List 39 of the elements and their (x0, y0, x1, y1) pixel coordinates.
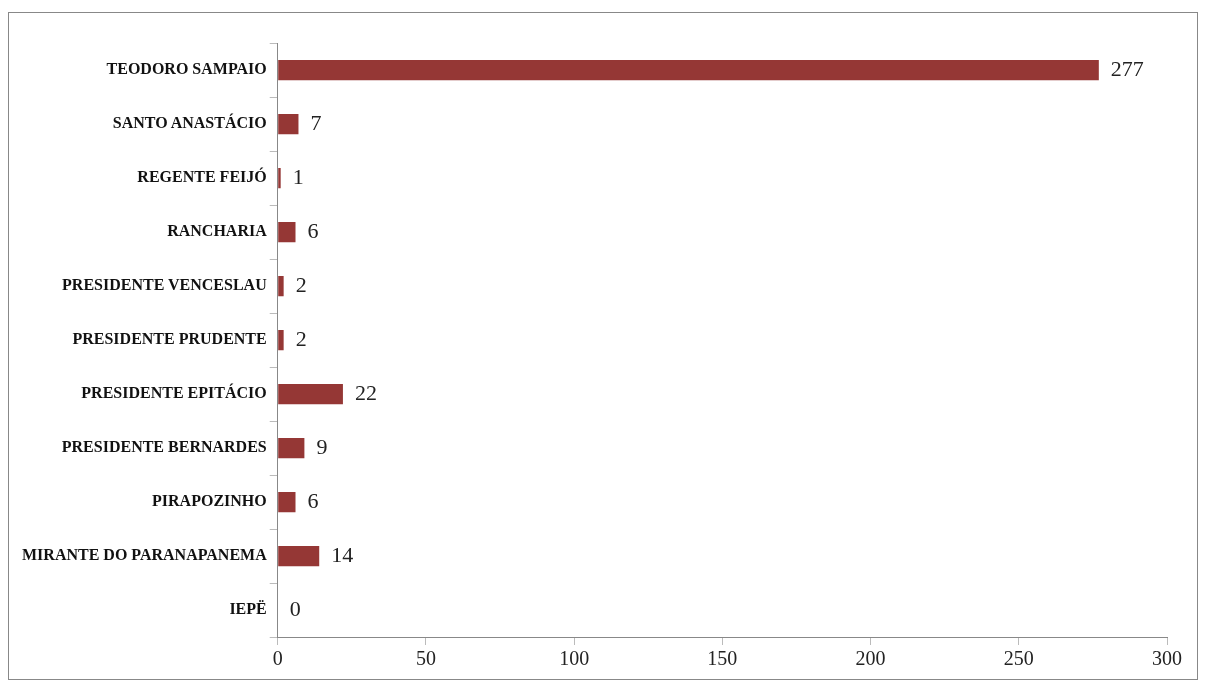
bar (278, 329, 284, 351)
y-tick-label: REGENTE FEIJÓ (137, 167, 267, 186)
bar (278, 437, 305, 459)
data-label: 1 (292, 163, 304, 189)
data-label: 9 (316, 433, 328, 459)
x-tick-label: 150 (707, 647, 738, 670)
y-tick-label: PRESIDENTE BERNARDES (61, 438, 267, 456)
data-label: 0 (289, 595, 301, 621)
y-tick-label: TEODORO SAMPAIO (106, 60, 267, 78)
data-label: 2 (295, 325, 307, 351)
data-label: 7 (310, 109, 322, 135)
x-tick-label: 200 (855, 647, 886, 670)
x-tick-label: 50 (415, 647, 436, 670)
data-label: 277 (1110, 55, 1144, 81)
data-label: 2 (295, 271, 307, 297)
data-label: 14 (331, 541, 354, 567)
x-tick-label: 0 (272, 647, 283, 670)
bar (278, 113, 299, 135)
y-tick-label: PRESIDENTE PRUDENTE (72, 330, 267, 348)
bar (278, 221, 296, 243)
y-tick-label: SANTO ANASTÁCIO (112, 113, 267, 132)
data-label: 6 (307, 487, 319, 513)
y-tick-label: RANCHARIA (167, 222, 268, 240)
bar (278, 167, 281, 189)
y-tick-label: PIRAPOZINHO (152, 492, 267, 510)
x-tick-label: 250 (1003, 647, 1034, 670)
bar (278, 491, 296, 513)
data-label: 22 (354, 379, 377, 405)
x-tick-label: 100 (559, 647, 590, 670)
y-tick-label: PRESIDENTE VENCESLAU (62, 276, 268, 294)
bar (278, 383, 343, 405)
y-tick-label: IEPË (229, 600, 267, 618)
y-tick-label: MIRANTE DO PARANAPANEMA (22, 546, 268, 564)
y-tick-label: PRESIDENTE EPITÁCIO (81, 383, 267, 402)
bar (278, 275, 284, 297)
x-tick-label: 300 (1152, 647, 1182, 670)
data-label: 6 (307, 217, 319, 243)
bar (278, 545, 320, 567)
bar (278, 59, 1099, 81)
